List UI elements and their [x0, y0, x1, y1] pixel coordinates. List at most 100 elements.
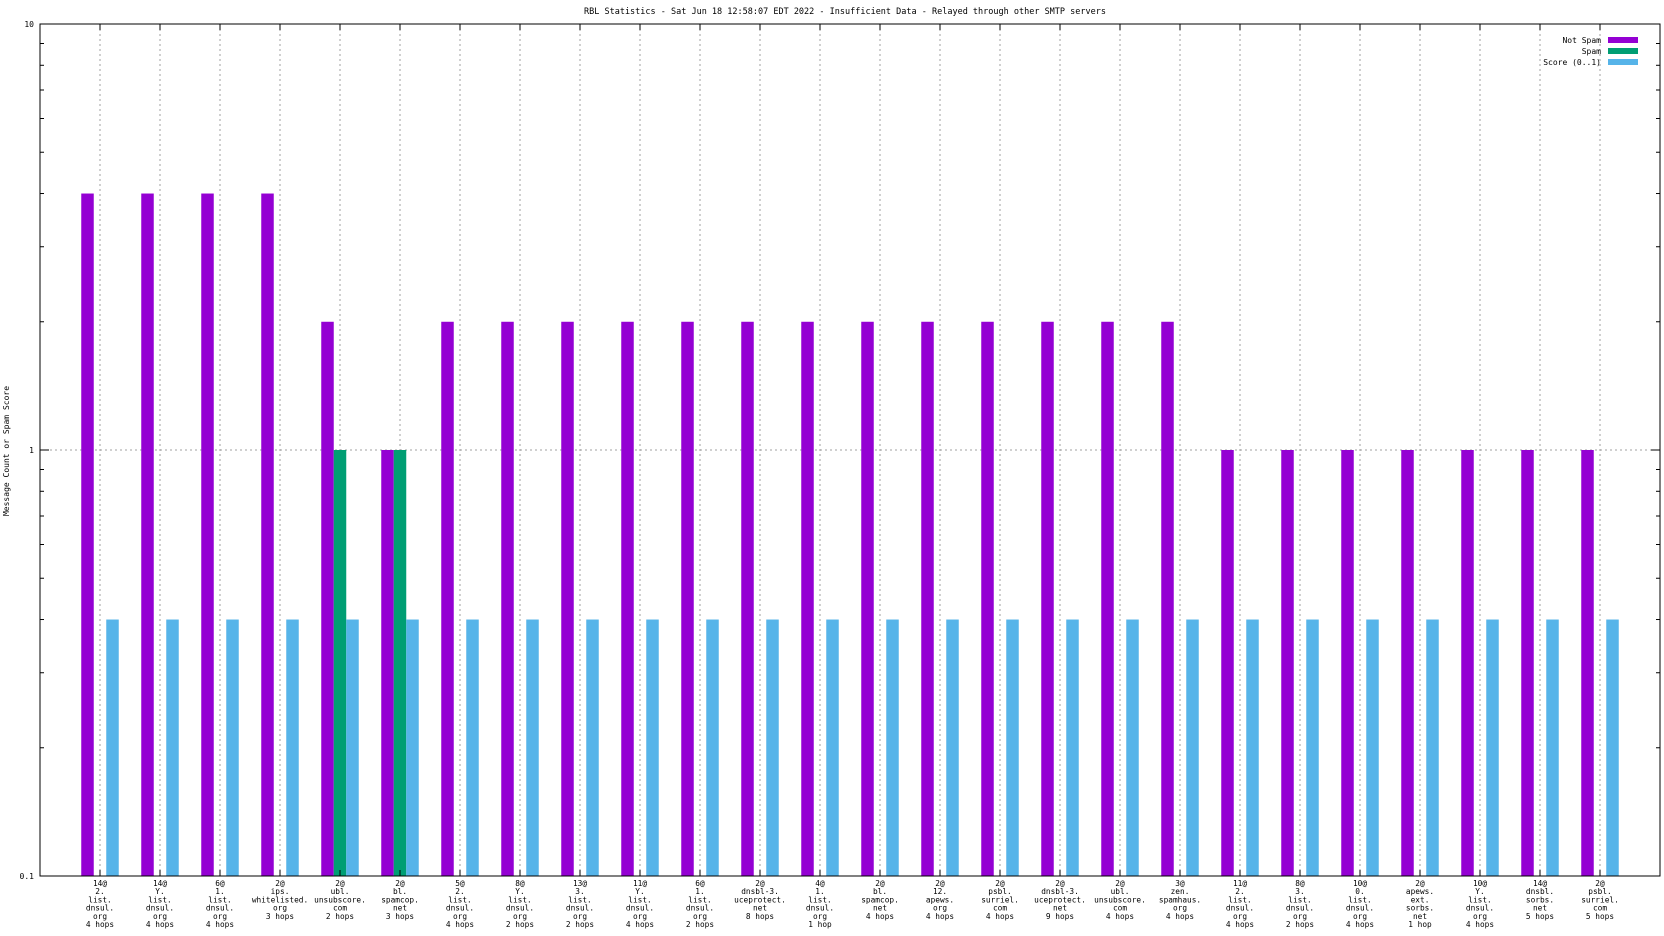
x-tick-label: com [333, 904, 347, 913]
x-tick-label: dnsul. [146, 904, 174, 913]
x-tick-label: 2. [1235, 887, 1244, 896]
x-tick-label: 2@ [335, 879, 345, 888]
bar [1126, 619, 1139, 876]
bar [766, 619, 779, 876]
x-tick-label: 2. [455, 887, 464, 896]
x-tick-label: list. [1228, 895, 1251, 904]
x-tick-label: 1. [215, 887, 224, 896]
x-tick-label: 10@ [1353, 879, 1367, 888]
x-tick-label: 3@ [1175, 879, 1185, 888]
bar [1521, 450, 1534, 876]
x-tick-label: org [813, 912, 827, 921]
y-tick-label: 0.1 [20, 872, 35, 881]
x-tick-label: 12. [933, 887, 947, 896]
bar [81, 193, 94, 876]
x-tick-label: unsubscore. [314, 895, 366, 904]
x-tick-label: 6@ [695, 879, 705, 888]
x-tick-label: dnsbl-3. [1041, 887, 1079, 896]
bar [1246, 619, 1259, 876]
x-tick-label: 2@ [935, 879, 945, 888]
x-tick-label: net [393, 904, 407, 913]
bar [526, 619, 539, 876]
bar [106, 619, 119, 876]
x-tick-label: list. [148, 895, 171, 904]
x-tick-label: list. [1288, 895, 1311, 904]
x-tick-label: 3. [575, 887, 584, 896]
x-tick-label: Y. [635, 887, 644, 896]
x-tick-label: surriel. [981, 895, 1019, 904]
x-tick-label: 4 hops [446, 920, 474, 929]
bar [1546, 619, 1559, 876]
x-tick-label: org [933, 904, 947, 913]
x-tick-label: dnsul. [206, 904, 234, 913]
x-tick-label: 4 hops [86, 920, 114, 929]
bar [1461, 450, 1474, 876]
x-tick-label: list. [808, 895, 831, 904]
x-tick-label: com [1113, 904, 1127, 913]
x-tick-label: 2@ [1595, 879, 1605, 888]
x-tick-label: Y. [515, 887, 524, 896]
x-tick-label: 5@ [455, 879, 465, 888]
bar [166, 619, 179, 876]
bar [466, 619, 479, 876]
x-tick-label: 2@ [995, 879, 1005, 888]
x-tick-label: Y. [155, 887, 164, 896]
bar [333, 450, 347, 876]
x-tick-label: 6@ [215, 879, 225, 888]
bar [201, 193, 214, 876]
x-tick-label: 10@ [1473, 879, 1487, 888]
x-tick-label: dnsul. [1346, 904, 1374, 913]
x-tick-label: 2 hops [566, 920, 594, 929]
x-tick-label: 13@ [573, 879, 587, 888]
x-tick-label: 4 hops [146, 920, 174, 929]
x-tick-label: ext. [1411, 895, 1430, 904]
x-tick-label: 3 hops [386, 912, 414, 921]
x-tick-label: zen. [1171, 887, 1190, 896]
x-tick-label: net [753, 904, 767, 913]
bar [1341, 450, 1354, 876]
x-tick-label: list. [1468, 895, 1491, 904]
bars [81, 193, 1619, 876]
bar [1581, 450, 1594, 876]
y-tick-label: 10 [24, 20, 34, 29]
bar [261, 193, 274, 876]
x-tick-label: spamhaus. [1159, 895, 1201, 904]
bar [1041, 321, 1054, 876]
x-tick-label: 14@ [93, 879, 107, 888]
x-tick-label: org [273, 904, 287, 913]
x-tick-label: list. [88, 895, 111, 904]
x-tick-label: dnsul. [806, 904, 834, 913]
x-tick-label: list. [628, 895, 651, 904]
bar [286, 619, 299, 876]
x-tick-label: dnsbl. [1526, 887, 1554, 896]
x-tick-label: 8 hops [746, 912, 774, 921]
x-tick-label: 4 hops [1346, 920, 1374, 929]
x-tick-label: 3 hops [266, 912, 294, 921]
x-tick-label: dnsul. [506, 904, 534, 913]
bar [406, 619, 419, 876]
y-tick-label: 1 [29, 446, 34, 455]
x-tick-label: uceprotect. [734, 895, 786, 904]
x-tick-label: apews. [1406, 887, 1434, 896]
chart-title: RBL Statistics - Sat Jun 18 12:58:07 EDT… [584, 7, 1106, 17]
x-tick-label: 2 hops [506, 920, 534, 929]
bar [393, 450, 407, 876]
bar [1401, 450, 1414, 876]
x-tick-label: apews. [926, 895, 954, 904]
x-tick-label: bl. [393, 887, 407, 896]
x-tick-label: 8@ [1295, 879, 1305, 888]
bar [1281, 450, 1294, 876]
x-tick-label: whitelisted. [252, 895, 308, 904]
x-tick-label: 2@ [395, 879, 405, 888]
x-tick-label: 2 hops [326, 912, 354, 921]
x-tick-label: org [1473, 912, 1487, 921]
x-tick-label: list. [508, 895, 531, 904]
x-tick-label: net [1053, 904, 1067, 913]
x-tick-label: unsubscore. [1094, 895, 1146, 904]
bar [1186, 619, 1199, 876]
x-tick-label: 4 hops [626, 920, 654, 929]
x-tick-label: dnsul. [1286, 904, 1314, 913]
legend-label: Score (0..1) [1543, 58, 1601, 67]
x-tick-label: org [693, 912, 707, 921]
